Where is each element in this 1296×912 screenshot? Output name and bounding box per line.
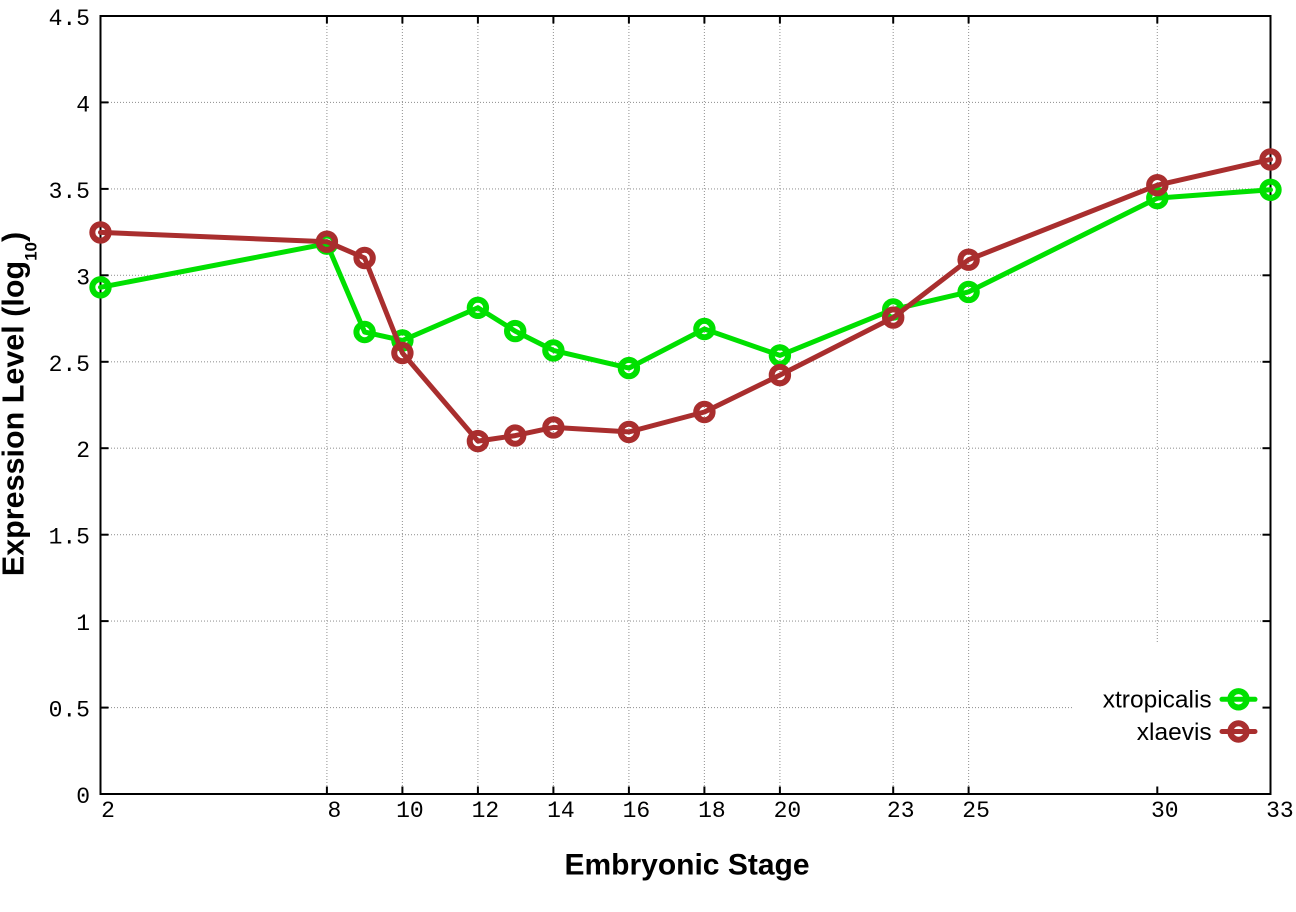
svg-text:12: 12	[472, 798, 500, 824]
svg-text:xlaevis: xlaevis	[1137, 719, 1212, 746]
svg-text:2: 2	[76, 438, 90, 464]
svg-text:2.5: 2.5	[49, 352, 90, 378]
svg-text:16: 16	[623, 798, 651, 824]
svg-text:4.5: 4.5	[49, 6, 90, 32]
svg-text:30: 30	[1151, 798, 1179, 824]
svg-text:8: 8	[327, 798, 341, 824]
svg-text:33: 33	[1266, 798, 1294, 824]
svg-text:14: 14	[547, 798, 575, 824]
svg-text:18: 18	[698, 798, 726, 824]
svg-text:0: 0	[76, 784, 90, 810]
svg-text:20: 20	[774, 798, 802, 824]
svg-text:25: 25	[962, 798, 990, 824]
svg-text:2: 2	[101, 798, 115, 824]
svg-text:3.5: 3.5	[49, 179, 90, 205]
svg-text:10: 10	[396, 798, 424, 824]
svg-text:4: 4	[76, 92, 90, 118]
svg-text:1: 1	[76, 611, 90, 637]
svg-text:xtropicalis: xtropicalis	[1103, 687, 1212, 714]
svg-text:Embryonic Stage: Embryonic Stage	[564, 849, 809, 882]
svg-text:23: 23	[887, 798, 915, 824]
svg-text:1.5: 1.5	[49, 525, 90, 551]
svg-text:3: 3	[76, 265, 90, 291]
svg-text:0.5: 0.5	[49, 698, 90, 724]
